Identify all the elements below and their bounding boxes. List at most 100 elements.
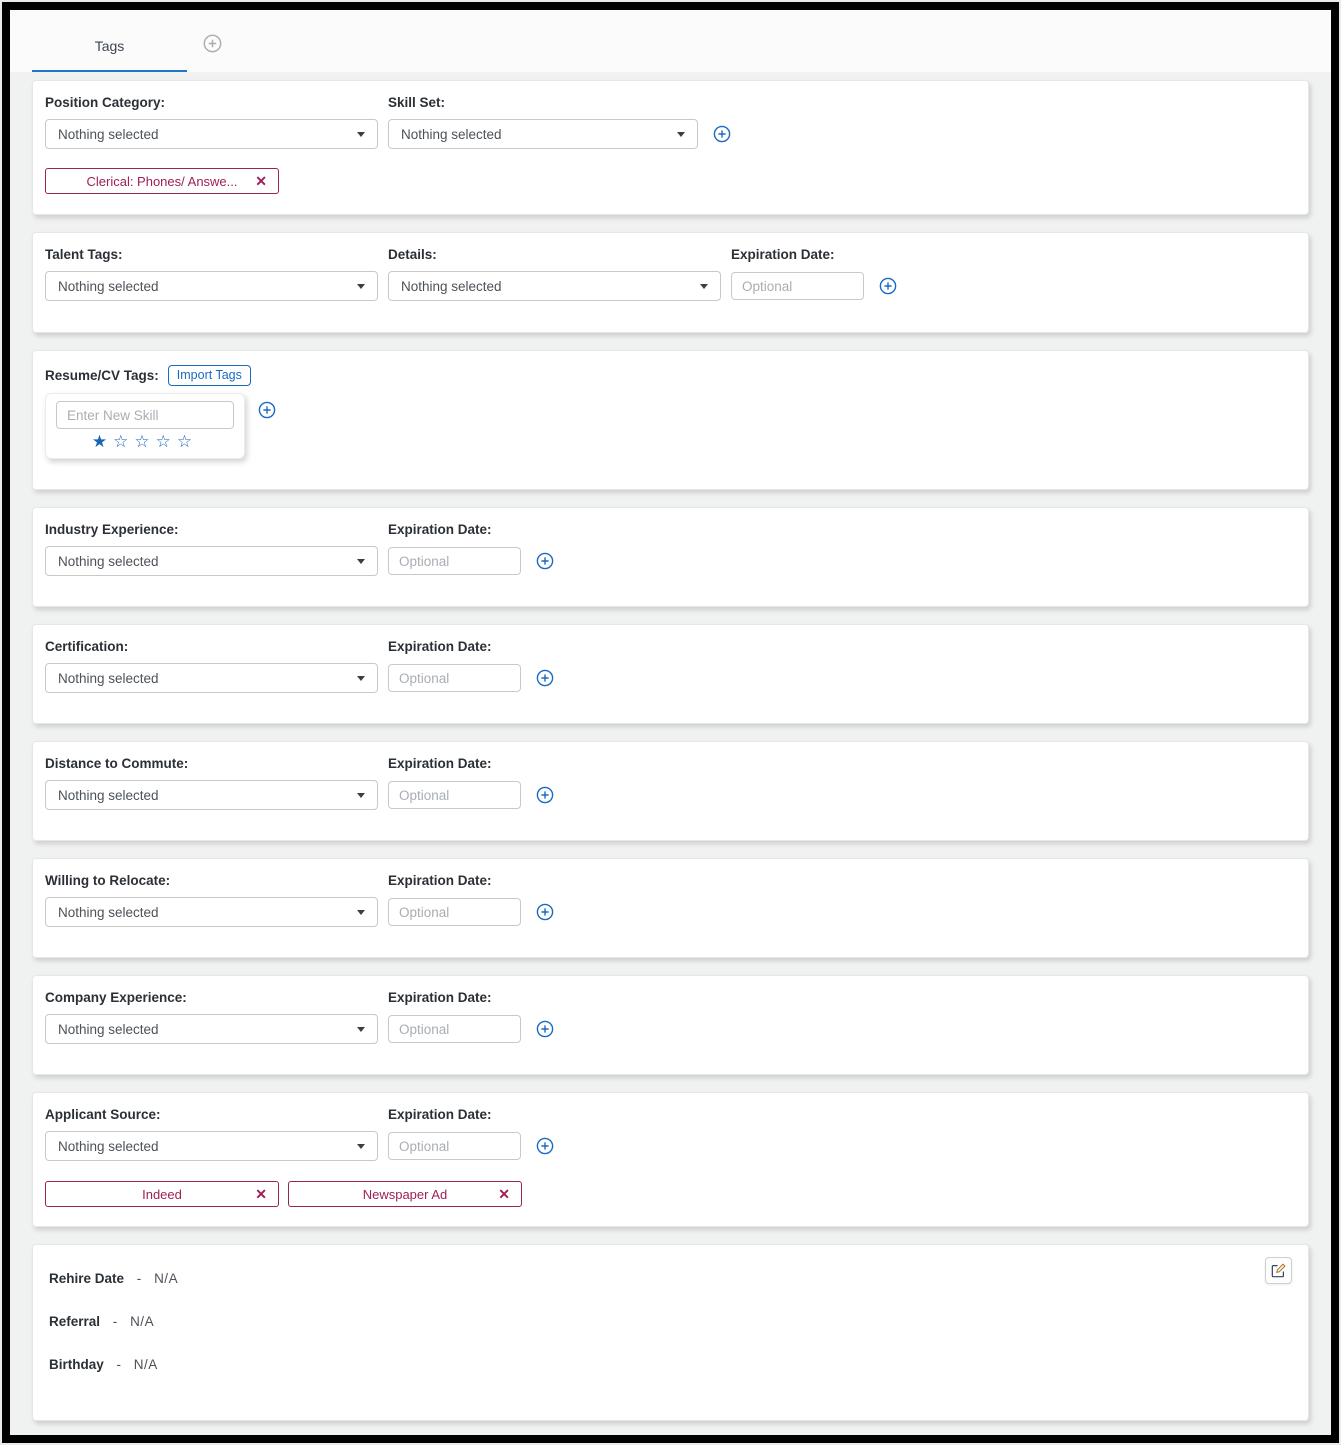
new-skill-input[interactable] xyxy=(56,401,234,429)
expiration-date-label: Expiration Date: xyxy=(388,990,492,1005)
add-industry-experience-button[interactable] xyxy=(536,546,554,576)
expiration-date-input[interactable] xyxy=(388,781,521,809)
industry-experience-section: Industry Experience: Nothing selected Ex… xyxy=(32,507,1309,607)
talent-tags-value: Nothing selected xyxy=(58,278,159,294)
add-certification-button[interactable] xyxy=(536,663,554,693)
import-tags-button[interactable]: Import Tags xyxy=(167,365,251,386)
star-empty-icon[interactable]: ☆ xyxy=(113,432,135,451)
plus-circle-icon xyxy=(258,401,276,419)
applicant-source-value: Nothing selected xyxy=(58,1138,159,1154)
company-experience-value: Nothing selected xyxy=(58,1021,159,1037)
chevron-down-icon xyxy=(357,675,365,681)
add-talent-tag-button[interactable] xyxy=(879,271,897,301)
star-empty-icon[interactable]: ☆ xyxy=(134,432,156,451)
remove-tag-icon[interactable]: ✕ xyxy=(255,1185,267,1202)
willing-to-relocate-section: Willing to Relocate: Nothing selected Ex… xyxy=(32,858,1309,958)
add-relocate-button[interactable] xyxy=(536,897,554,927)
chevron-down-icon xyxy=(357,283,365,289)
tab-tags-label: Tags xyxy=(94,38,125,54)
position-tag-label: Clerical: Phones/ Answe... xyxy=(86,173,238,189)
details-select[interactable]: Nothing selected xyxy=(388,271,721,301)
expiration-date-label: Expiration Date: xyxy=(388,756,492,771)
birthday-value: N/A xyxy=(133,1357,158,1372)
expiration-date-label: Expiration Date: xyxy=(388,873,492,888)
applicant-source-label: Applicant Source: xyxy=(45,1107,161,1122)
applicant-source-select[interactable]: Nothing selected xyxy=(45,1131,378,1161)
expiration-date-input[interactable] xyxy=(388,1015,521,1043)
resume-cv-tags-section: Resume/CV Tags: Import Tags ★☆☆☆☆ xyxy=(32,350,1309,490)
skill-set-label: Skill Set: xyxy=(388,95,446,110)
certification-section: Certification: Nothing selected Expirati… xyxy=(32,624,1309,724)
rehire-date-value: N/A xyxy=(154,1271,179,1286)
plus-circle-icon xyxy=(536,669,554,687)
expiration-date-label: Expiration Date: xyxy=(388,522,492,537)
birthday-row: Birthday - N/A xyxy=(49,1357,1292,1372)
remove-tag-icon[interactable]: ✕ xyxy=(498,1185,510,1202)
remove-tag-icon[interactable]: ✕ xyxy=(255,172,267,189)
position-category-label: Position Category: xyxy=(45,95,166,110)
chevron-down-icon xyxy=(357,131,365,137)
distance-to-commute-label: Distance to Commute: xyxy=(45,756,189,771)
position-category-value: Nothing selected xyxy=(58,126,159,142)
chevron-down-icon xyxy=(357,1026,365,1032)
separator: - xyxy=(136,1271,142,1286)
star-empty-icon[interactable]: ☆ xyxy=(176,432,199,451)
add-applicant-source-button[interactable] xyxy=(536,1131,554,1161)
distance-to-commute-value: Nothing selected xyxy=(58,787,159,803)
details-value: Nothing selected xyxy=(401,278,502,294)
expiration-date-input[interactable] xyxy=(388,547,521,575)
plus-circle-icon xyxy=(536,1137,554,1155)
chevron-down-icon xyxy=(357,792,365,798)
applicant-source-tag-label: Newspaper Ad xyxy=(362,1186,448,1202)
skill-set-select[interactable]: Nothing selected xyxy=(388,119,698,149)
expiration-date-label: Expiration Date: xyxy=(388,639,492,654)
resume-cv-tags-label: Resume/CV Tags: xyxy=(45,368,159,383)
add-skill-set-button[interactable] xyxy=(713,119,731,149)
certification-select[interactable]: Nothing selected xyxy=(45,663,378,693)
plus-circle-icon xyxy=(713,125,731,143)
new-skill-panel: ★☆☆☆☆ xyxy=(45,393,245,459)
tab-tags[interactable]: Tags xyxy=(32,22,187,72)
referral-label: Referral xyxy=(49,1314,101,1329)
add-distance-button[interactable] xyxy=(536,780,554,810)
industry-experience-select[interactable]: Nothing selected xyxy=(45,546,378,576)
willing-to-relocate-label: Willing to Relocate: xyxy=(45,873,171,888)
willing-to-relocate-value: Nothing selected xyxy=(58,904,159,920)
chevron-down-icon xyxy=(700,283,708,289)
willing-to-relocate-select[interactable]: Nothing selected xyxy=(45,897,378,927)
expiration-date-input[interactable] xyxy=(731,272,864,300)
add-new-skill-button[interactable] xyxy=(258,401,276,424)
industry-experience-value: Nothing selected xyxy=(58,553,159,569)
separator: - xyxy=(116,1357,122,1372)
add-tab-button[interactable] xyxy=(203,34,222,58)
talent-tags-section: Talent Tags: Nothing selected Details: N… xyxy=(32,232,1309,333)
company-experience-select[interactable]: Nothing selected xyxy=(45,1014,378,1044)
add-company-experience-button[interactable] xyxy=(536,1014,554,1044)
distance-to-commute-section: Distance to Commute: Nothing selected Ex… xyxy=(32,741,1309,841)
applicant-source-tag-chip: Newspaper Ad ✕ xyxy=(288,1181,522,1207)
star-filled-icon[interactable]: ★ xyxy=(91,432,114,451)
plus-circle-icon xyxy=(536,1020,554,1038)
expiration-date-input[interactable] xyxy=(388,1132,521,1160)
star-empty-icon[interactable]: ☆ xyxy=(155,432,177,451)
certification-value: Nothing selected xyxy=(58,670,159,686)
skill-set-value: Nothing selected xyxy=(401,126,502,142)
chevron-down-icon xyxy=(677,131,685,137)
talent-tags-select[interactable]: Nothing selected xyxy=(45,271,378,301)
expiration-date-label: Expiration Date: xyxy=(731,247,835,262)
distance-to-commute-select[interactable]: Nothing selected xyxy=(45,780,378,810)
edit-info-button[interactable] xyxy=(1265,1257,1292,1284)
applicant-source-tag-chip: Indeed ✕ xyxy=(45,1181,279,1207)
expiration-date-input[interactable] xyxy=(388,898,521,926)
chevron-down-icon xyxy=(357,558,365,564)
position-category-select[interactable]: Nothing selected xyxy=(45,119,378,149)
edit-pencil-icon xyxy=(1271,1263,1286,1278)
plus-circle-icon xyxy=(879,277,897,295)
company-experience-section: Company Experience: Nothing selected Exp… xyxy=(32,975,1309,1075)
chevron-down-icon xyxy=(357,909,365,915)
skill-star-rating[interactable]: ★☆☆☆☆ xyxy=(56,432,234,452)
personal-info-section: Rehire Date - N/A Referral - N/A Birthda… xyxy=(32,1244,1309,1421)
tab-bar: Tags xyxy=(10,10,1331,72)
expiration-date-input[interactable] xyxy=(388,664,521,692)
